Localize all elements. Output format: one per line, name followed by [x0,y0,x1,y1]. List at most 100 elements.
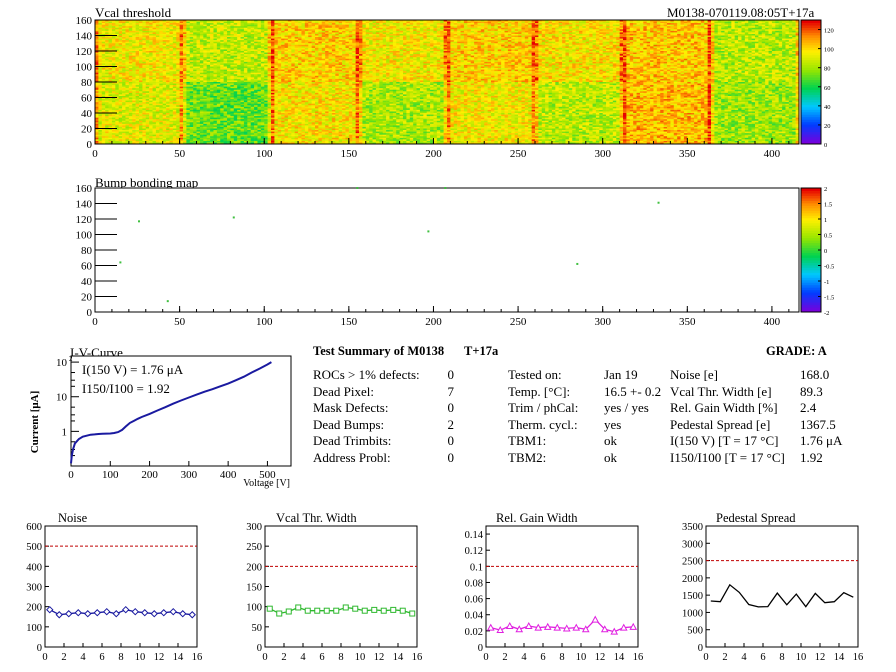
heat-cell [193,35,197,38]
heat-cell [176,35,180,38]
heat-cell [230,27,235,30]
heat-cell [792,23,796,25]
heat-cell [687,35,691,38]
heat-cell [731,30,735,33]
heat-cell [321,26,326,29]
heat-cell [95,35,99,38]
heat-cell [216,32,221,35]
heat-cell [463,27,468,30]
heat-cell [440,23,444,25]
heat-cell [646,33,651,36]
heat-cell [206,30,211,33]
heat-cell [118,26,123,29]
heat-cell [152,27,157,30]
heat-cell [271,21,275,24]
heat-cell [287,21,292,24]
heat-cell [504,33,509,36]
heat-cell [321,21,326,24]
heat-cell [233,24,238,27]
heat-cell [352,37,356,39]
heat-cell [199,20,204,22]
heat-cell [220,20,224,22]
heat-cell [352,24,356,27]
heat-cell [788,29,793,32]
heat-cell [98,35,103,38]
heat-cell [345,20,350,22]
heat-cell [518,35,522,38]
heat-cell [186,23,191,25]
heat-cell [771,26,776,29]
heat-cell [132,29,136,32]
heat-cell [511,35,515,38]
heat-cell [440,30,444,33]
heat-cell [179,24,184,27]
heat-cell [379,35,383,38]
heat-cell [426,32,431,35]
heat-cell [260,32,265,35]
heat-cell [521,32,526,35]
heat-cell [477,32,482,35]
heat-cell [108,33,113,36]
heat-cell [389,37,394,39]
heat-cell [284,26,289,29]
heat-cell [687,26,691,29]
heat-cell [514,30,519,33]
heat-cell [132,21,136,24]
heat-cell [440,35,444,38]
heat-cell [788,37,793,39]
heat-cell [714,37,719,39]
heat-cell [122,30,126,33]
heat-cell [220,32,224,35]
heat-cell [149,35,153,38]
heat-cell [162,32,167,35]
heat-cell [172,29,177,32]
heat-cell [183,21,187,24]
heat-cell [304,21,309,24]
heat-cell [145,35,150,38]
heat-cell [504,30,509,33]
heat-cell [700,21,705,24]
heat-cell [653,32,658,35]
heat-cell [538,38,543,41]
heat-cell [162,30,167,33]
heat-cell [179,27,184,30]
heat-cell [636,30,641,33]
heat-cell [331,24,336,27]
heat-cell [345,37,350,39]
heat-cell [579,33,583,36]
heat-cell [233,20,238,22]
heat-cell [460,21,465,24]
heat-cell [443,38,448,41]
heat-cell [700,30,705,33]
heat-cell [260,29,265,32]
heat-cell [95,27,99,30]
heat-cell [413,27,417,30]
heat-cell [281,30,285,33]
heat-cell [738,35,742,38]
heat-cell [176,27,180,30]
heat-cell [453,20,458,22]
heat-cell [115,38,119,41]
heat-cell [667,38,671,41]
heat-cell [426,27,431,30]
heat-cell [345,29,350,32]
heat-cell [203,26,207,29]
heat-cell [392,33,397,36]
heat-cell [717,32,722,35]
heat-cell [348,32,353,35]
heat-cell [325,38,329,41]
heat-cell [315,23,319,25]
heat-cell [612,33,617,36]
heat-cell [372,23,377,25]
heat-cell [663,38,668,41]
heat-cell [663,27,668,30]
heat-cell [186,21,191,24]
heat-cell [359,24,363,27]
heat-cell [643,21,647,24]
heat-cell [443,32,448,35]
heat-cell [460,35,465,38]
heat-cell [467,32,471,35]
heat-cell [389,29,394,32]
heat-cell [169,35,174,38]
heat-cell [203,33,207,36]
